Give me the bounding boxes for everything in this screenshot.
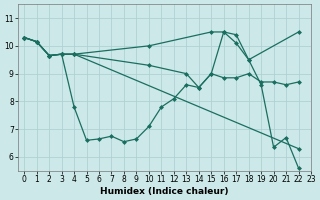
X-axis label: Humidex (Indice chaleur): Humidex (Indice chaleur) [100,187,229,196]
